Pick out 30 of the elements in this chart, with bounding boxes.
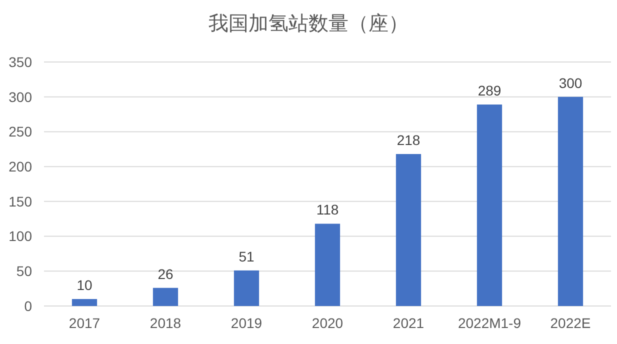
data-label: 300 [558, 74, 582, 91]
bar [476, 104, 502, 306]
bar [314, 224, 340, 306]
data-label: 51 [238, 248, 254, 264]
data-label: 118 [316, 202, 339, 218]
x-tick-label: 2021 [392, 315, 424, 331]
bar [152, 288, 178, 306]
data-label: 218 [396, 132, 420, 148]
y-tick-label: 50 [16, 263, 32, 280]
x-tick-label: 2018 [150, 315, 182, 331]
y-tick-label: 200 [8, 158, 32, 174]
y-tick-label: 0 [24, 298, 32, 314]
chart-title: 我国加氢站数量（座） [208, 13, 408, 35]
y-tick-label: 250 [8, 124, 32, 140]
data-label: 10 [76, 277, 92, 294]
bar [234, 270, 260, 306]
y-tick-label: 350 [8, 54, 32, 70]
x-tick-label: 2020 [312, 315, 344, 331]
x-tick-label: 2022E [550, 315, 591, 331]
x-tick-label: 2017 [68, 315, 100, 331]
data-label: 289 [478, 82, 502, 99]
x-tick-label: 2019 [230, 315, 262, 331]
bar [558, 96, 584, 306]
data-label: 26 [158, 266, 174, 282]
y-tick-label: 100 [8, 228, 32, 244]
x-tick-label: 2022M1-9 [458, 315, 522, 331]
y-tick-label: 150 [8, 193, 32, 210]
bar [396, 154, 422, 306]
bar [72, 299, 98, 306]
y-tick-label: 300 [8, 88, 32, 105]
